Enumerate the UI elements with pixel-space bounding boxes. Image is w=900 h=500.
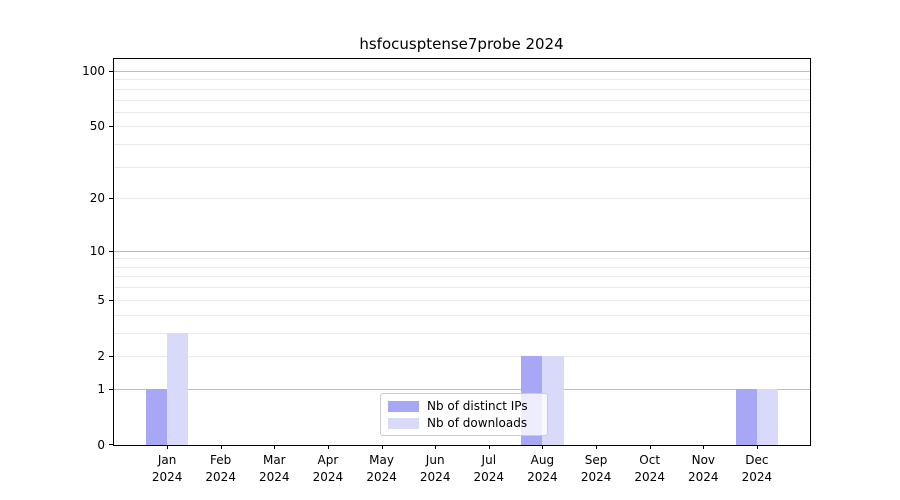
bar-distinct-ips (735, 388, 757, 445)
x-tick-month: Aug (530, 453, 555, 467)
x-axis-tick-label: Sep 2024 (581, 452, 612, 486)
x-tick-month: May (369, 453, 394, 467)
minor-gridline (114, 332, 810, 334)
x-tick-year: 2024 (419, 470, 451, 484)
minor-gridline (114, 276, 810, 278)
legend-label-distinct-ips: Nb of distinct IPs (427, 399, 528, 413)
minor-gridline (114, 88, 810, 90)
x-axis-tick-label: Mar 2024 (259, 452, 290, 486)
x-axis-tick (435, 445, 437, 449)
y-axis-tick (109, 388, 113, 390)
x-tick-year: 2024 (688, 470, 719, 484)
minor-gridline (114, 126, 810, 128)
y-axis-tick-label: 0 (97, 438, 105, 452)
y-axis-tick-label: 100 (82, 63, 105, 78)
x-axis-tick (488, 445, 490, 449)
y-axis-tick-label: 1 (97, 381, 105, 396)
x-axis-tick (274, 445, 276, 449)
y-axis-tick-label: 10 (89, 243, 105, 258)
y-axis-tick (109, 198, 113, 200)
x-axis-tick (220, 445, 222, 449)
x-axis-tick (649, 445, 651, 449)
y-axis-tick (109, 299, 113, 301)
x-axis-tick-label: Dec 2024 (742, 452, 773, 486)
x-axis-tick (381, 445, 383, 449)
x-axis-tick-label: Feb 2024 (205, 452, 236, 486)
bar-downloads (756, 388, 779, 445)
minor-gridline (114, 287, 810, 289)
x-tick-month: Nov (691, 453, 716, 467)
x-tick-month: Apr (317, 453, 339, 467)
x-axis-tick (596, 445, 598, 449)
major-gridline (114, 250, 810, 252)
minor-gridline (114, 144, 810, 145)
x-axis-tick-label: Apr 2024 (313, 452, 344, 486)
legend-swatch-downloads (388, 417, 419, 429)
y-axis-tick-label: 20 (89, 191, 105, 206)
minor-gridline (114, 198, 810, 200)
legend-item-downloads: Nb of downloads (388, 416, 540, 430)
x-tick-month: Mar (262, 453, 286, 467)
x-tick-year: 2024 (366, 470, 397, 484)
x-axis-tick (327, 445, 329, 449)
x-tick-year: 2024 (580, 470, 612, 484)
minor-gridline (114, 314, 810, 316)
x-tick-year: 2024 (473, 470, 505, 484)
major-gridline (114, 70, 810, 72)
minor-gridline (114, 111, 810, 113)
x-tick-month: Jan (157, 453, 177, 467)
bar-distinct-ips (145, 388, 167, 445)
x-axis-tick-label: May 2024 (366, 452, 397, 486)
x-tick-month: Oct (639, 453, 661, 467)
minor-gridline (114, 299, 810, 301)
plot-area: Nb of distinct IPs Nb of downloads 0 1 2 5 1… (82, 58, 811, 484)
major-gridline (114, 388, 810, 390)
minor-gridline (114, 166, 810, 168)
y-axis-tick (109, 70, 113, 72)
minor-gridline (114, 79, 810, 81)
x-tick-month: Jun (425, 453, 445, 467)
legend-label-downloads: Nb of downloads (427, 416, 528, 430)
bar-downloads (167, 332, 189, 445)
y-axis-tick-label: 2 (97, 349, 105, 363)
x-tick-month: Jul (481, 453, 497, 467)
x-tick-year: 2024 (205, 470, 236, 484)
x-tick-month: Sep (584, 453, 608, 467)
legend-item-distinct-ips: Nb of distinct IPs (388, 399, 540, 413)
minor-gridline (114, 99, 810, 101)
y-axis-tick (109, 356, 113, 357)
y-axis-tick-label: 5 (97, 292, 105, 307)
minor-gridline (114, 266, 810, 268)
x-tick-month: Feb (210, 453, 232, 467)
x-tick-year: 2024 (741, 470, 773, 484)
minor-gridline (114, 356, 810, 357)
x-tick-year: 2024 (151, 470, 183, 484)
x-axis-tick-label: Jun 2024 (420, 452, 451, 486)
y-axis-tick-label: 50 (89, 119, 105, 134)
chart-title: hsfocusptense7probe 2024 (359, 35, 564, 53)
x-tick-year: 2024 (259, 470, 290, 484)
legend: Nb of distinct IPs Nb of downloads (380, 393, 548, 436)
x-axis-tick-label: Aug 2024 (527, 452, 558, 486)
x-axis-tick-label: Jan 2024 (152, 452, 183, 486)
x-tick-month: Dec (745, 453, 769, 467)
minor-gridline (114, 258, 810, 260)
legend-swatch-distinct-ips (388, 400, 419, 412)
x-tick-year: 2024 (312, 470, 344, 484)
x-tick-year: 2024 (527, 470, 558, 484)
y-axis-tick (109, 444, 113, 445)
y-axis-tick (109, 250, 113, 252)
y-axis-tick (109, 126, 113, 128)
x-axis-tick (542, 445, 544, 449)
x-axis-tick (703, 445, 705, 449)
x-axis-tick (756, 445, 758, 449)
x-tick-year: 2024 (634, 470, 665, 484)
x-axis-tick-label: Jul 2024 (474, 452, 505, 486)
x-axis-tick-label: Nov 2024 (688, 452, 719, 486)
x-axis-tick-label: Oct 2024 (634, 452, 665, 486)
x-axis-tick (167, 445, 169, 449)
